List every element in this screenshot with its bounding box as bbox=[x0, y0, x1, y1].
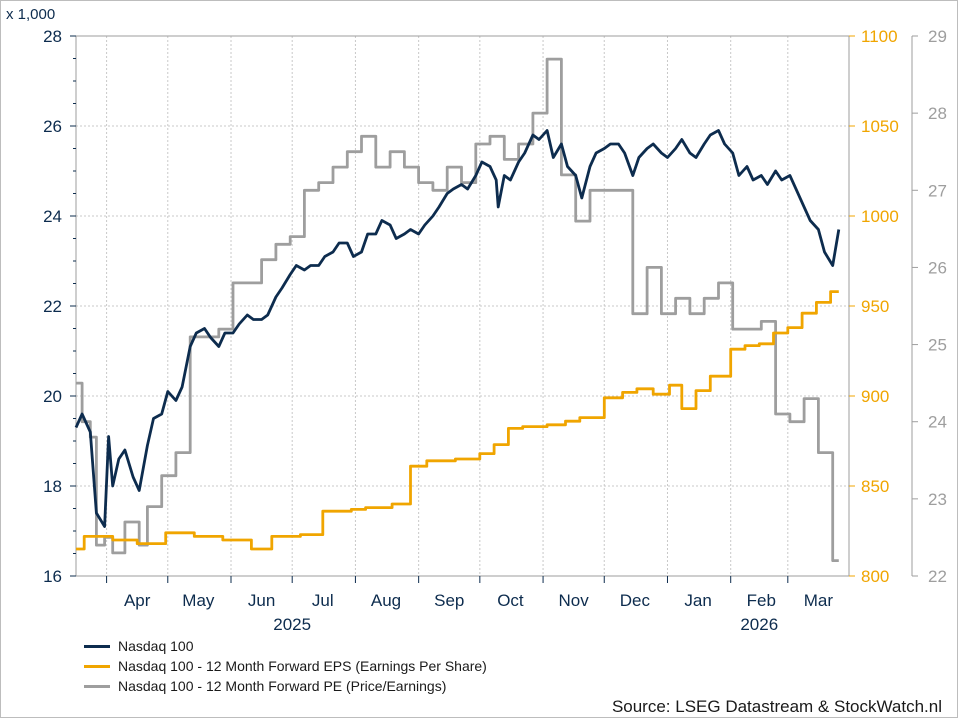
legend-label-eps: Nasdaq 100 - 12 Month Forward EPS (Earni… bbox=[118, 658, 487, 674]
source-note: Source: LSEG Datastream & StockWatch.nl bbox=[611, 697, 942, 716]
x-axis-tick-label: Mar bbox=[804, 591, 834, 610]
legend-label-nasdaq: Nasdaq 100 bbox=[118, 638, 194, 654]
x-axis-tick-label: Dec bbox=[620, 591, 651, 610]
legend-label-pe: Nasdaq 100 - 12 Month Forward PE (Price/… bbox=[118, 678, 447, 694]
x-axis-tick-label: Jul bbox=[312, 591, 334, 610]
x-axis-tick-label: Jan bbox=[684, 591, 711, 610]
series-lines bbox=[74, 57, 841, 562]
eps-axis-tick-label: 800 bbox=[861, 567, 889, 586]
x-axis-year-label: 2026 bbox=[740, 615, 778, 634]
pe-axis-tick-label: 22 bbox=[928, 567, 947, 586]
pe-axis-tick-label: 26 bbox=[928, 258, 947, 277]
eps-axis-tick-label: 950 bbox=[861, 297, 889, 316]
left-axis-tick-label: 18 bbox=[43, 477, 62, 496]
x-axis-tick-label: Sep bbox=[434, 591, 464, 610]
eps-axis-tick-label: 1000 bbox=[861, 207, 899, 226]
x-axis-tick-label: Apr bbox=[124, 591, 151, 610]
x-axis-tick-label: Nov bbox=[559, 591, 590, 610]
x-axis-year-label: 2025 bbox=[273, 615, 311, 634]
legend-swatch-nasdaq bbox=[84, 644, 110, 648]
left-axis-tick-label: 28 bbox=[43, 27, 62, 46]
eps-axis-tick-label: 900 bbox=[861, 387, 889, 406]
left-axis-tick-label: 20 bbox=[43, 387, 62, 406]
legend-swatch-eps bbox=[84, 664, 110, 668]
axes: 16 18 20 22 24 26 28 800 850 900 950 1000 1050 1100 22… bbox=[43, 27, 947, 634]
left-axis-tick-label: 22 bbox=[43, 297, 62, 316]
left-axis-multiplier: x 1,000 bbox=[6, 6, 56, 23]
x-axis-tick-label: Oct bbox=[497, 591, 524, 610]
eps-axis-tick-label: 850 bbox=[861, 477, 889, 496]
legend-item-nasdaq: Nasdaq 100 bbox=[84, 636, 487, 656]
x-axis-tick-label: Jun bbox=[248, 591, 275, 610]
legend-item-pe: Nasdaq 100 - 12 Month Forward PE (Price/… bbox=[84, 676, 487, 696]
series-line-nasdaq-100 bbox=[74, 129, 841, 528]
left-axis-tick-label: 24 bbox=[43, 207, 62, 226]
eps-axis-tick-label: 1100 bbox=[861, 27, 898, 46]
left-axis-tick-label: 16 bbox=[43, 567, 62, 586]
pe-axis-tick-label: 23 bbox=[928, 490, 947, 509]
pe-axis-tick-label: 25 bbox=[928, 336, 947, 355]
legend: Nasdaq 100 Nasdaq 100 - 12 Month Forward… bbox=[84, 636, 487, 696]
pe-axis-tick-label: 27 bbox=[928, 181, 947, 200]
gridlines bbox=[76, 35, 849, 577]
x-axis-tick-label: May bbox=[182, 591, 215, 610]
pe-axis-tick-label: 24 bbox=[928, 413, 947, 432]
x-axis-tick-label: Aug bbox=[371, 591, 401, 610]
series-line-forward-eps bbox=[76, 290, 839, 551]
series-line-forward-pe bbox=[76, 57, 839, 562]
legend-swatch-pe bbox=[84, 684, 110, 688]
x-axis-tick-label: Feb bbox=[747, 591, 776, 610]
pe-axis-tick-label: 29 bbox=[928, 27, 947, 46]
left-axis-tick-label: 26 bbox=[43, 117, 62, 136]
eps-axis-tick-label: 1050 bbox=[861, 117, 899, 136]
legend-item-eps: Nasdaq 100 - 12 Month Forward EPS (Earni… bbox=[84, 656, 487, 676]
pe-axis-tick-label: 28 bbox=[928, 104, 947, 123]
